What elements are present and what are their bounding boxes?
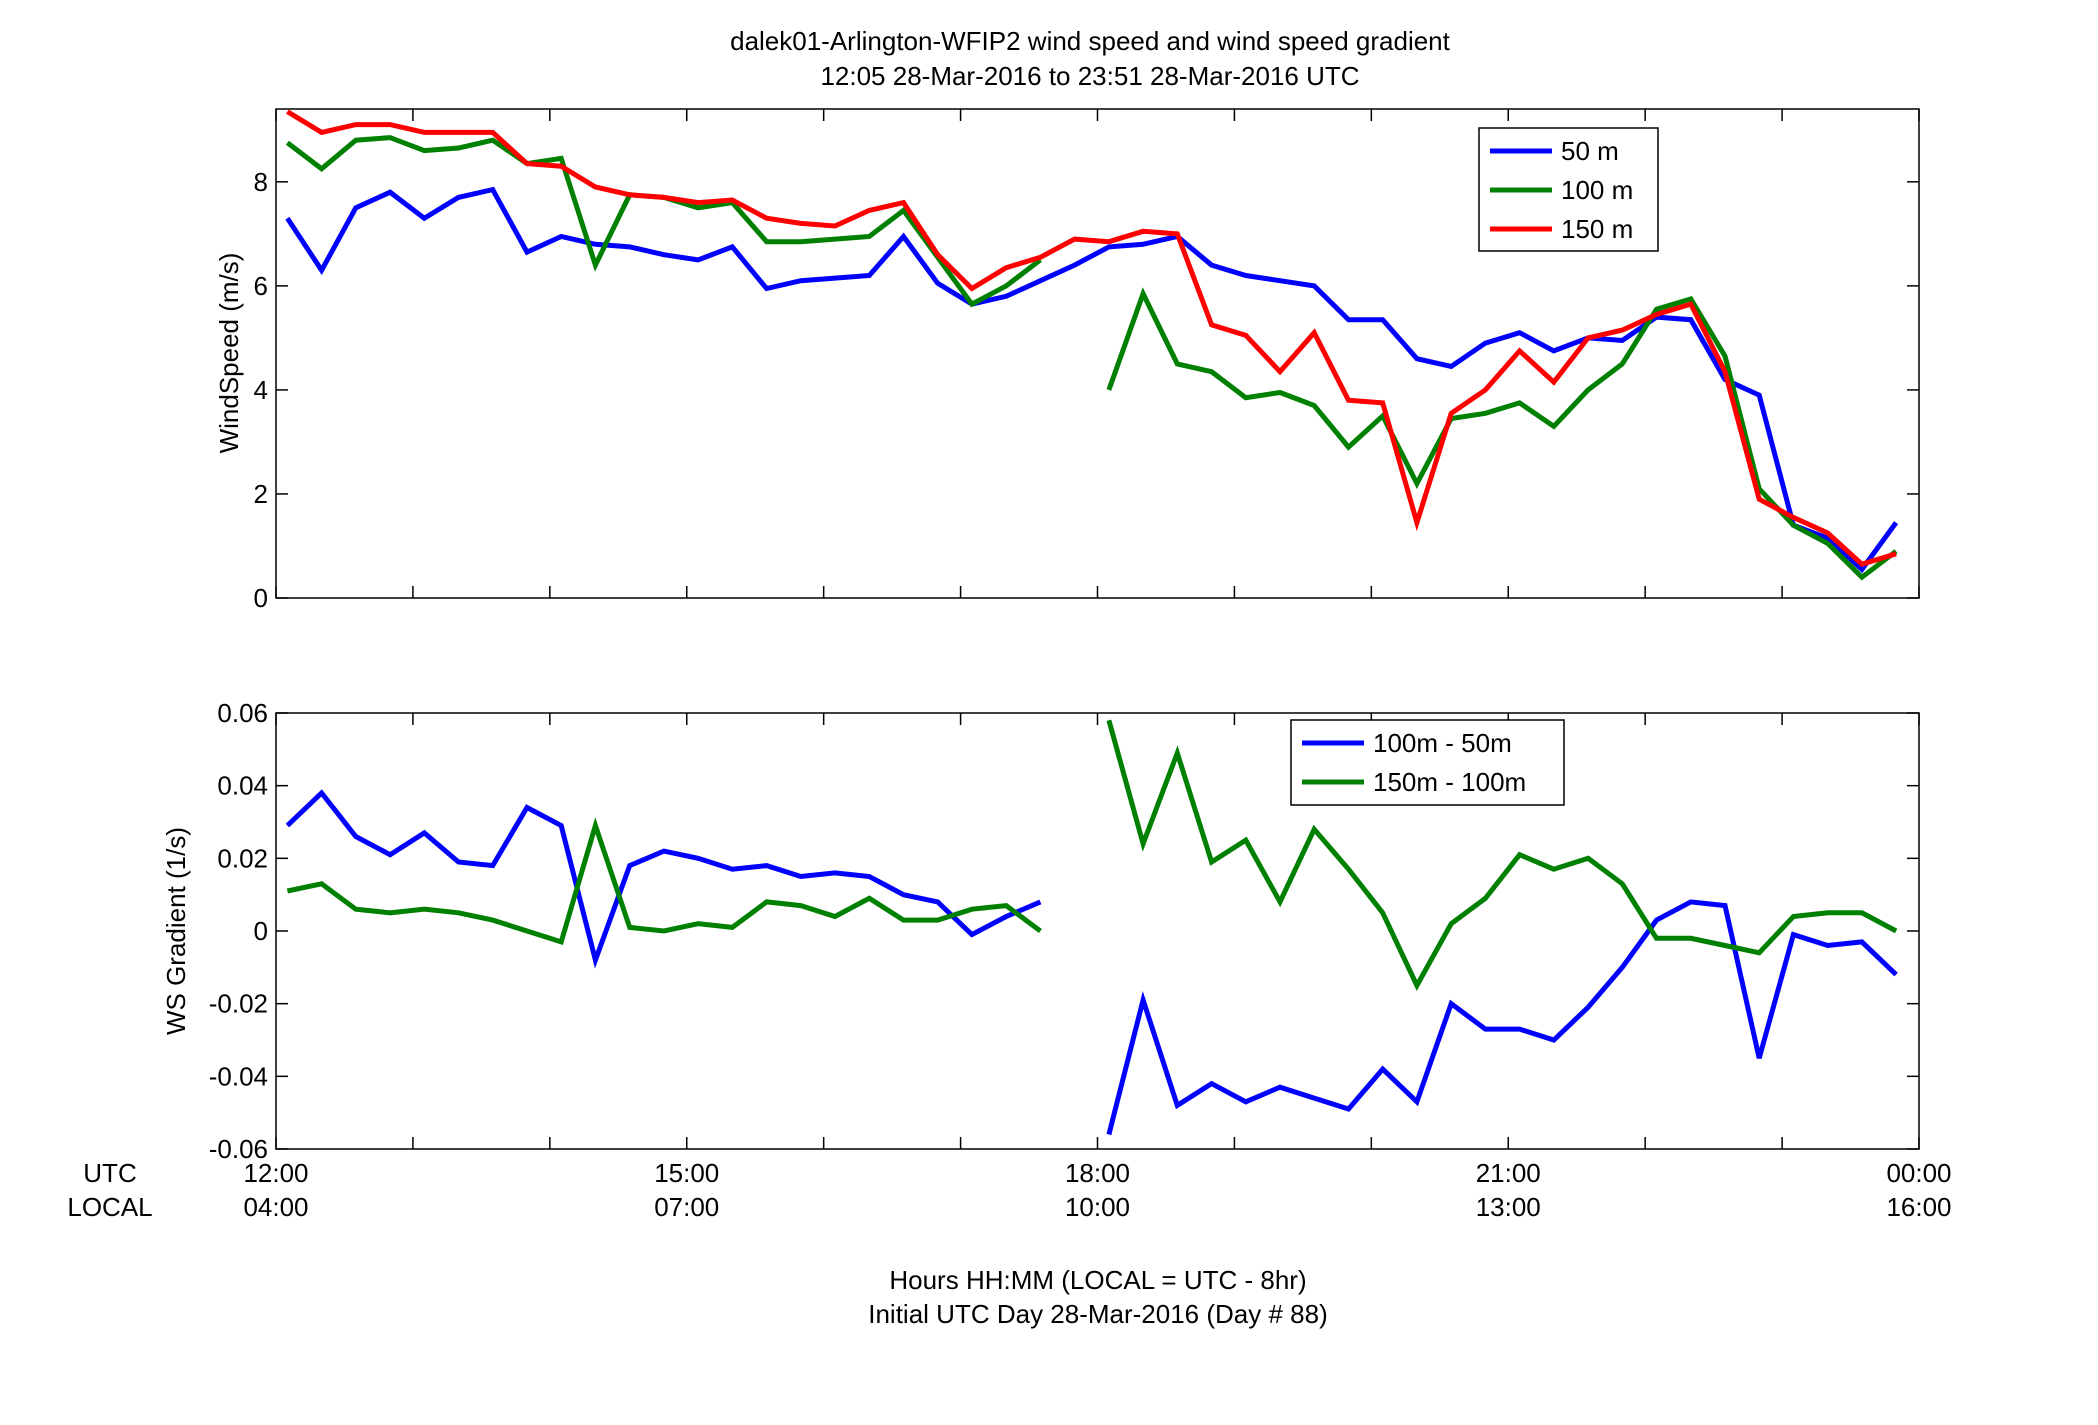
gradient-legend-box (1290, 719, 1565, 806)
windspeed-y-tick-label: 8 (254, 167, 268, 197)
legend-label-100m: 100 m (1561, 175, 1633, 205)
local-row-label: LOCAL (67, 1192, 152, 1222)
legend-label-150m-100m: 150m - 100m (1373, 767, 1526, 797)
x-tick-label-utc: 18:00 (1065, 1158, 1130, 1188)
gradient-y-tick-label: -0.06 (209, 1134, 268, 1164)
x-tick-label-local: 16:00 (1886, 1192, 1951, 1222)
windspeed-y-tick-label: 2 (254, 479, 268, 509)
gradient-y-tick-label: -0.04 (209, 1061, 268, 1091)
gradient-y-tick-label: 0.04 (217, 771, 268, 801)
x-axis-label-line1: Hours HH:MM (LOCAL = UTC - 8hr) (889, 1265, 1306, 1295)
gradient-panel: -0.06 -0.04 -0.02 0 0.02 0.04 0.06 WS Gradient… (161, 698, 1920, 1164)
windspeed-y-axis-label: WindSpeed (m/s) (214, 253, 244, 454)
windspeed-legend: 50 m 100 m 150 m (1478, 127, 1659, 252)
utc-row-label: UTC (83, 1158, 136, 1188)
x-axis-tick-labels: 12:00 04:00 15:00 07:00 18:00 10:00 21:00 13:00… (243, 1158, 1951, 1222)
legend-label-100m-50m: 100m - 50m (1373, 728, 1512, 758)
x-axis-label-line2: Initial UTC Day 28-Mar-2016 (Day # 88) (868, 1299, 1328, 1329)
windspeed-y-tick-label: 4 (254, 375, 268, 405)
x-tick-label-local: 10:00 (1065, 1192, 1130, 1222)
gradient-y-tick-label: 0.06 (217, 698, 268, 728)
chart-title-line1: dalek01-Arlington-WFIP2 wind speed and w… (730, 26, 1451, 56)
chart-title-line2: 12:05 28-Mar-2016 to 23:51 28-Mar-2016 U… (820, 61, 1359, 91)
windspeed-y-tick-label: 0 (254, 583, 268, 613)
x-tick-label-utc: 21:00 (1476, 1158, 1541, 1188)
gradient-y-tick-label: 0 (254, 916, 268, 946)
x-tick-label-local: 04:00 (243, 1192, 308, 1222)
x-tick-label-utc: 15:00 (654, 1158, 719, 1188)
x-tick-label-utc: 12:00 (243, 1158, 308, 1188)
legend-label-50m: 50 m (1561, 136, 1619, 166)
windspeed-panel: 0 2 4 6 8 WindSpeed (m/s) 50 m 100 m 150 m (214, 108, 1920, 613)
gradient-y-tick-label: 0.02 (217, 843, 268, 873)
gradient-y-axis-label: WS Gradient (1/s) (161, 827, 191, 1035)
x-tick-label-local: 13:00 (1476, 1192, 1541, 1222)
windspeed-y-tick-label: 6 (254, 271, 268, 301)
gradient-y-tick-label: -0.02 (209, 989, 268, 1019)
gradient-series-150m-100m (286, 719, 1898, 991)
x-tick-label-local: 07:00 (654, 1192, 719, 1222)
gradient-series-100m-50m (285, 789, 1898, 1136)
windspeed-series-150-m (286, 109, 1897, 568)
legend-label-150m: 150 m (1561, 214, 1633, 244)
windspeed-series-50-m (285, 186, 1899, 574)
gradient-legend: 100m - 50m 150m - 100m (1290, 719, 1565, 806)
x-tick-label-utc: 00:00 (1886, 1158, 1951, 1188)
